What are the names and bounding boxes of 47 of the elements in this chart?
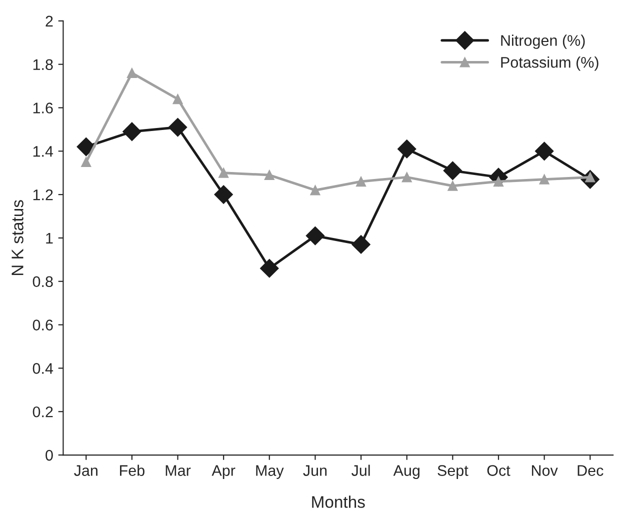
x-tick-label: Oct: [487, 465, 510, 476]
point: [76, 137, 96, 156]
point: [443, 161, 462, 180]
y-tick-label: 0.2: [32, 406, 53, 418]
point: [356, 176, 366, 187]
x-tick-label: Jul: [352, 464, 370, 476]
point: [310, 185, 320, 196]
x-tick-label: Aug: [393, 465, 420, 479]
y-tick-label: 1.2: [33, 189, 53, 200]
y-tick-label: 0.4: [32, 363, 54, 374]
x-tick-label: Feb: [120, 464, 144, 476]
y-tick-label: 0.8: [32, 276, 53, 288]
point: [122, 122, 142, 141]
x-tick-label: Jan: [74, 465, 98, 476]
legend-label: Nitrogen (%): [501, 34, 585, 49]
point: [81, 156, 92, 168]
point: [397, 140, 416, 158]
y-tick-label: 1: [46, 232, 53, 244]
y-axis-title: N K status: [12, 200, 24, 276]
point: [306, 226, 325, 246]
y-tick-label: 0.6: [32, 320, 53, 330]
point: [402, 172, 412, 182]
y-tick-label: 1.6: [33, 102, 53, 114]
x-tick-label: Dec: [578, 465, 604, 476]
point: [352, 235, 370, 254]
point: [126, 68, 137, 78]
y-tick-label: 1.8: [33, 59, 53, 70]
point: [534, 142, 554, 161]
point: [264, 170, 274, 180]
point: [218, 168, 229, 178]
point: [172, 94, 183, 104]
point: [539, 174, 550, 184]
y-tick-label: 2: [46, 16, 53, 26]
point: [168, 118, 188, 137]
point: [448, 180, 458, 191]
x-tick-label: May: [256, 465, 284, 479]
point: [214, 185, 233, 204]
legend-label: Potassium (%): [501, 56, 598, 71]
y-tick-label: 1.4: [33, 146, 54, 157]
point: [260, 258, 279, 278]
x-tick-label: Sept: [438, 465, 468, 479]
x-tick-label: Apr: [212, 465, 236, 479]
x-tick-label: Nov: [532, 465, 558, 476]
y-tick-label: 0: [46, 450, 53, 461]
x-tick-label: Mar: [166, 465, 191, 476]
x-axis-title: Months: [312, 496, 365, 508]
x-tick-label: Jun: [303, 465, 327, 476]
